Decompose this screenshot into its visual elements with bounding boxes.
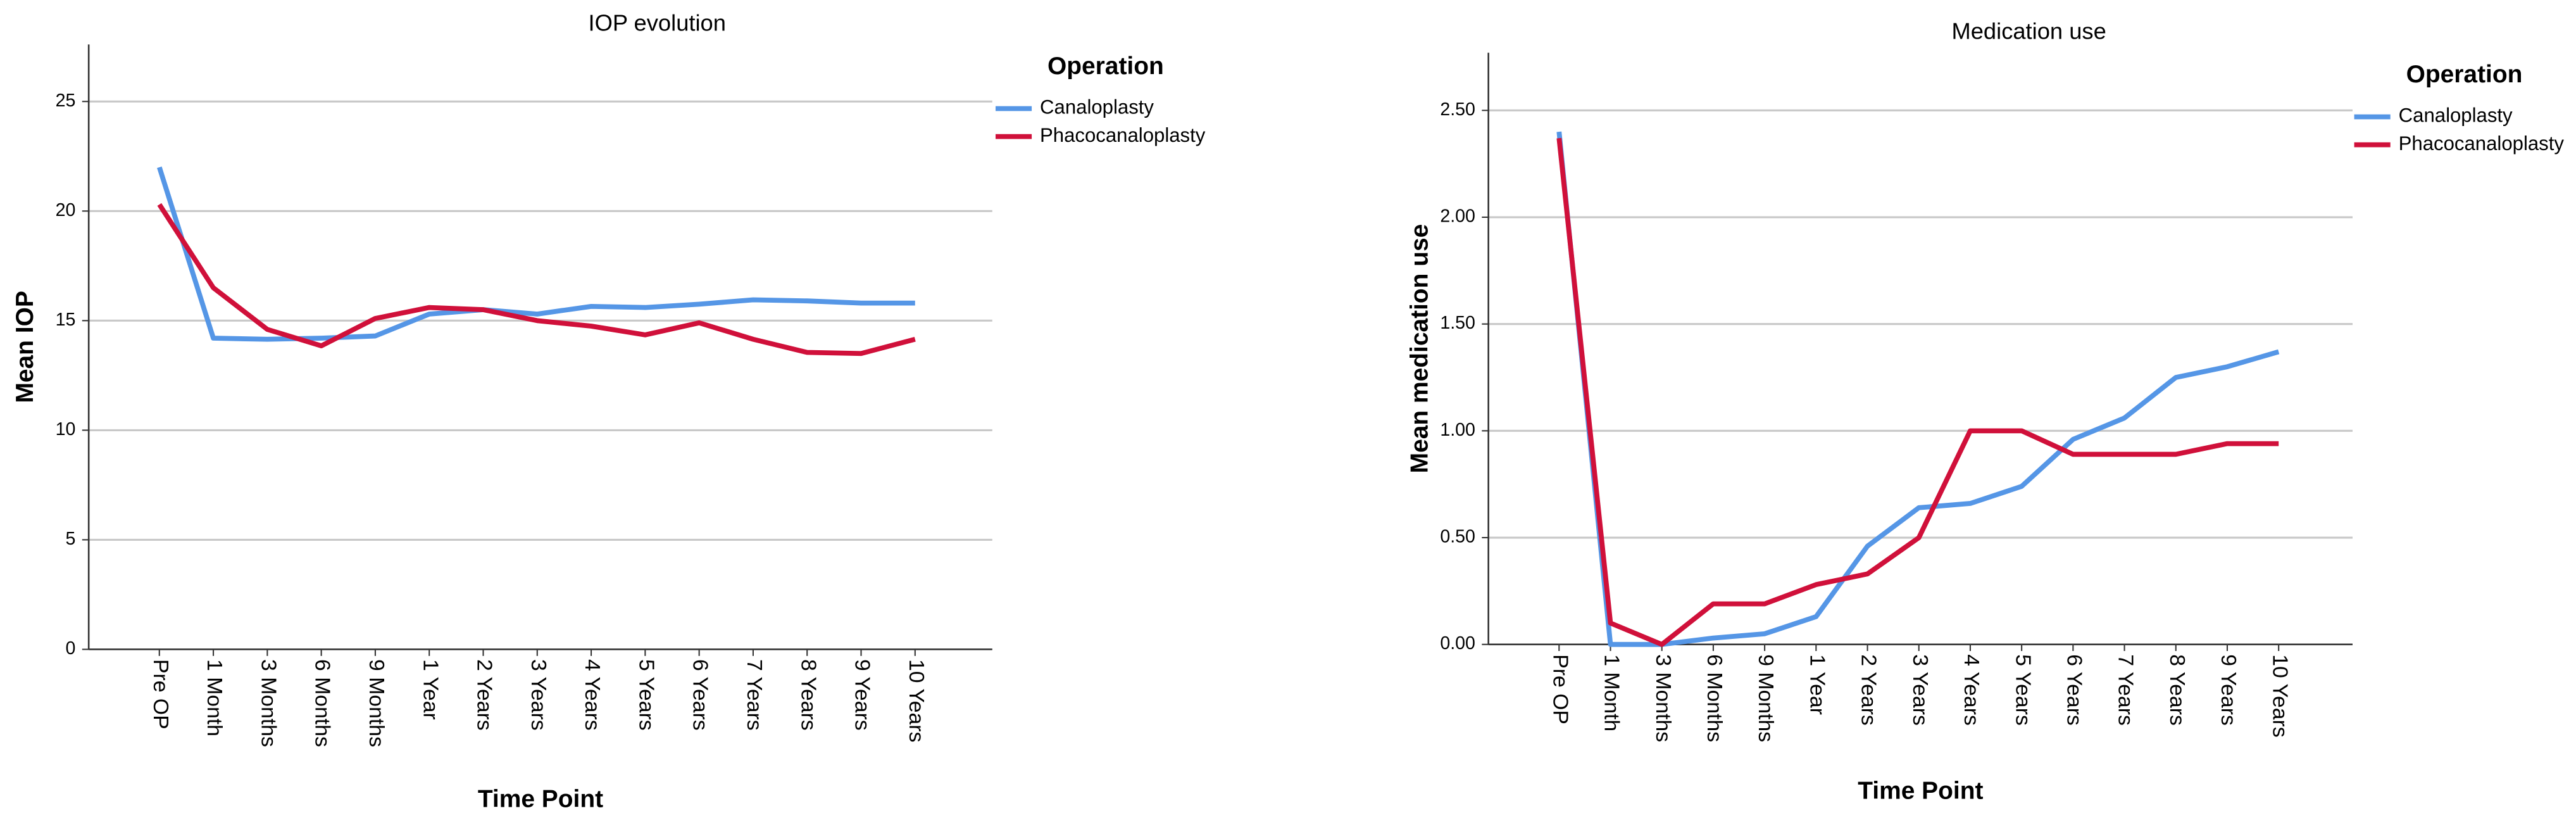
- chart-title: Medication use: [1951, 18, 2106, 44]
- x-tick-label: 4 Years: [580, 659, 604, 731]
- x-tick-label: 3 Years: [527, 659, 551, 731]
- x-tick-label: Pre OP: [149, 659, 173, 729]
- y-axis-title: Mean IOP: [11, 291, 39, 403]
- legend-title: Operation: [1047, 53, 1164, 80]
- chart-title: IOP evolution: [589, 10, 726, 36]
- x-tick-label: 4 Years: [1960, 654, 1984, 726]
- y-tick-label: 5: [66, 529, 76, 549]
- legend-label: Canaloplasty: [2399, 104, 2513, 127]
- x-tick-label: 9 Years: [851, 659, 875, 731]
- legend-title: Operation: [2406, 61, 2523, 88]
- y-tick-label: 15: [56, 310, 76, 330]
- x-tick-label: 1 Year: [1805, 654, 1829, 715]
- y-tick-label: 1.00: [1440, 420, 1475, 440]
- legend-label: Canaloplasty: [1040, 96, 1154, 118]
- legend-label: Phacocanaloplasty: [1040, 124, 1206, 146]
- x-tick-label: 3 Months: [256, 659, 280, 747]
- x-tick-label: 6 Months: [1703, 654, 1727, 742]
- x-tick-label: 1 Month: [1600, 654, 1624, 731]
- x-axis-title: Time Point: [1858, 778, 1983, 805]
- y-tick-label: 0.50: [1440, 527, 1475, 547]
- x-tick-label: 6 Years: [2062, 654, 2086, 726]
- series-line: [1556, 131, 2280, 647]
- y-tick-label: 0: [66, 638, 76, 659]
- x-tick-label: 6 Months: [311, 659, 335, 747]
- x-tick-label: 5 Years: [2011, 654, 2035, 726]
- x-tick-label: 8 Years: [796, 659, 820, 731]
- x-tick-label: 5 Years: [634, 659, 658, 731]
- x-tick-label: 6 Years: [689, 659, 713, 731]
- series-line: [157, 166, 915, 342]
- x-tick-label: 1 Month: [203, 659, 227, 736]
- x-tick-label: 2 Years: [1857, 654, 1881, 726]
- x-tick-label: 10 Years: [2268, 654, 2292, 737]
- x-axis-title: Time Point: [478, 786, 603, 813]
- y-tick-label: 2.50: [1440, 99, 1475, 120]
- x-tick-label: 9 Months: [365, 659, 389, 747]
- x-tick-label: 9 Years: [2216, 654, 2241, 726]
- x-tick-label: 3 Years: [1908, 654, 1932, 726]
- x-tick-label: 8 Years: [2165, 654, 2189, 726]
- y-tick-label: 0.00: [1440, 633, 1475, 653]
- y-tick-label: 10: [56, 419, 76, 439]
- x-tick-label: 7 Years: [2114, 654, 2138, 726]
- y-tick-label: 2.00: [1440, 206, 1475, 227]
- x-tick-label: 3 Months: [1651, 654, 1675, 742]
- y-axis-title: Mean medication use: [1406, 224, 1434, 474]
- y-tick-label: 20: [56, 200, 76, 220]
- x-tick-label: 10 Years: [904, 659, 928, 742]
- x-tick-label: 7 Years: [742, 659, 766, 731]
- series-line: [1556, 137, 2279, 647]
- x-tick-label: 2 Years: [473, 659, 497, 731]
- y-tick-label: 1.50: [1440, 313, 1475, 333]
- series-line: [157, 203, 916, 357]
- x-tick-label: Pre OP: [1548, 654, 1572, 724]
- legend-label: Phacocanaloplasty: [2399, 132, 2565, 155]
- x-tick-label: 9 Months: [1754, 654, 1778, 742]
- y-tick-label: 25: [56, 91, 76, 111]
- x-tick-label: 1 Year: [418, 659, 442, 720]
